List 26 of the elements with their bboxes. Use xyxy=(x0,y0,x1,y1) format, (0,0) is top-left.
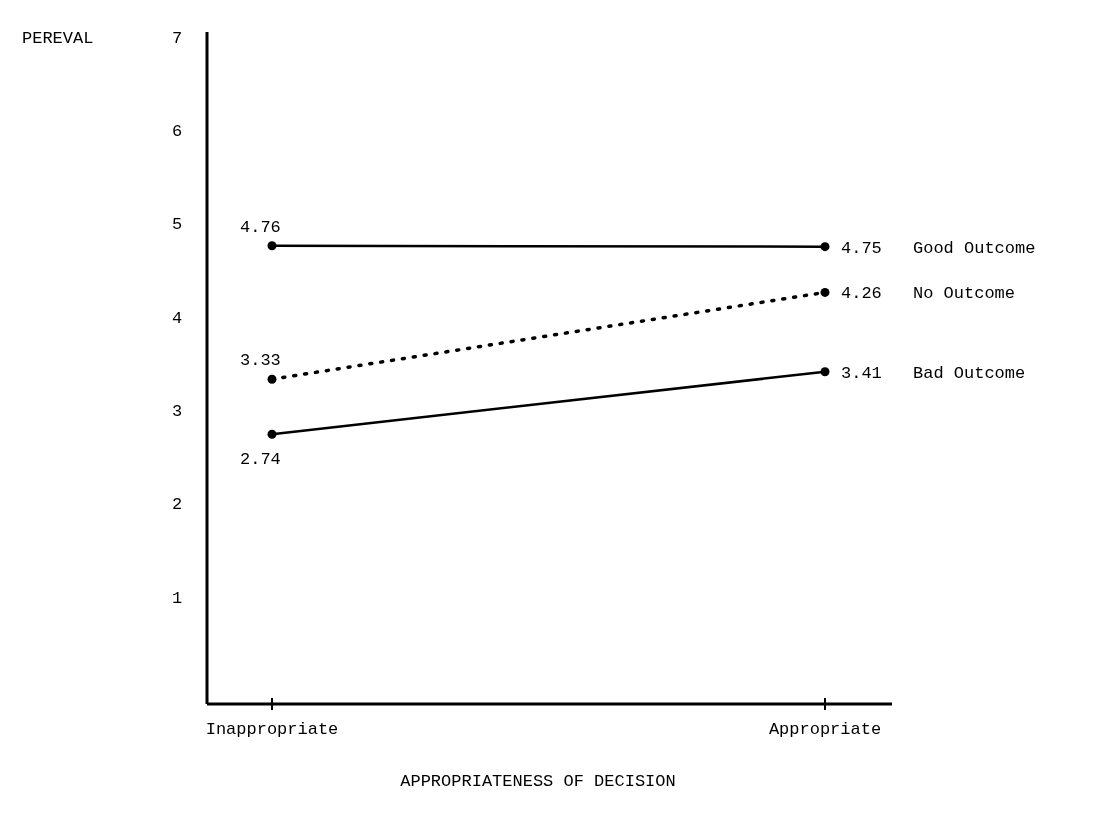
y-tick-label: 1 xyxy=(171,588,183,608)
data-label: 3.41 xyxy=(841,363,882,383)
point xyxy=(820,367,830,377)
data-label: 3.33 xyxy=(240,351,281,371)
point xyxy=(267,429,277,439)
y-tick-label: 2 xyxy=(171,495,183,515)
point xyxy=(267,374,277,384)
data-label: 2.74 xyxy=(240,450,281,470)
x-tick-label: Appropriate xyxy=(768,720,882,739)
data-label: 4.26 xyxy=(841,284,882,304)
data-label: 4.76 xyxy=(240,217,281,237)
data-label: 4.75 xyxy=(841,238,882,258)
y-tick-label: 6 xyxy=(171,122,183,141)
text: Good Outcome xyxy=(913,238,1036,258)
point xyxy=(267,241,277,251)
y-tick-label: 7 xyxy=(171,28,183,48)
y-tick-label: 3 xyxy=(171,402,183,421)
point xyxy=(820,287,830,297)
text: Bad Outcome xyxy=(913,363,1026,383)
y-tick-label: 5 xyxy=(171,215,183,235)
y-axis-title: PEREVAL xyxy=(22,28,94,48)
x-tick-label: Inappropriate xyxy=(205,720,339,739)
x-axis-title: APPROPRIATENESS OF DECISION xyxy=(400,772,676,791)
y-tick-label: 4 xyxy=(171,308,183,328)
point xyxy=(820,242,830,252)
text: No Outcome xyxy=(913,284,1016,304)
